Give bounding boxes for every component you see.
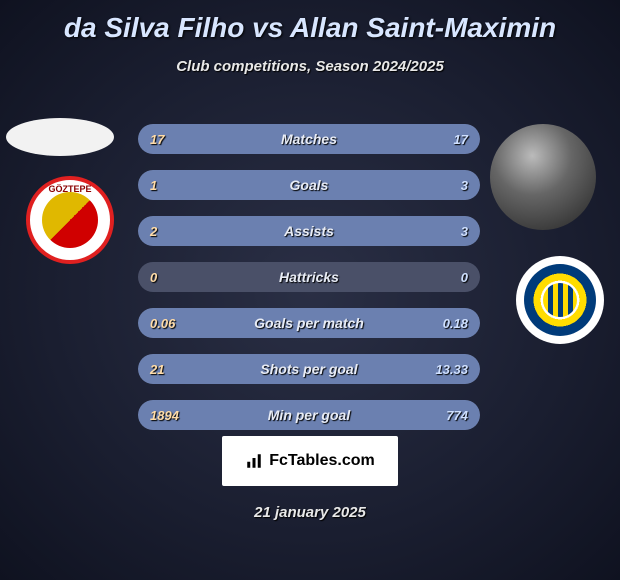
chart-icon: [245, 452, 263, 470]
stat-row: 00Hattricks: [138, 262, 480, 292]
stat-label: Goals per match: [138, 315, 480, 331]
right-player-avatar: [490, 124, 596, 230]
page-title: da Silva Filho vs Allan Saint-Maximin: [0, 0, 620, 44]
stat-row: 23Assists: [138, 216, 480, 246]
right-club-badge: [516, 256, 604, 344]
stat-row: 2113.33Shots per goal: [138, 354, 480, 384]
stat-label: Goals: [138, 177, 480, 193]
fenerbahce-stripes-icon: [543, 283, 577, 317]
stat-row: 1894774Min per goal: [138, 400, 480, 430]
stat-label: Matches: [138, 131, 480, 147]
stat-row: 0.060.18Goals per match: [138, 308, 480, 338]
subtitle: Club competitions, Season 2024/2025: [0, 58, 620, 75]
goztepe-icon: [42, 192, 98, 248]
stat-row: 1717Matches: [138, 124, 480, 154]
stats-panel: 1717Matches 13Goals 23Assists 00Hattricks 0.…: [138, 124, 480, 446]
stat-label: Assists: [138, 223, 480, 239]
date-label: 21 january 2025: [0, 504, 620, 521]
fenerbahce-icon: [524, 264, 596, 336]
stat-label: Min per goal: [138, 407, 480, 423]
stat-row: 13Goals: [138, 170, 480, 200]
stat-label: Shots per goal: [138, 361, 480, 377]
stat-label: Hattricks: [138, 269, 480, 285]
left-player-avatar: [6, 118, 114, 156]
brand-badge: FcTables.com: [222, 436, 398, 486]
left-club-badge: GÖZTEPE: [26, 176, 114, 264]
brand-text: FcTables.com: [269, 452, 375, 470]
